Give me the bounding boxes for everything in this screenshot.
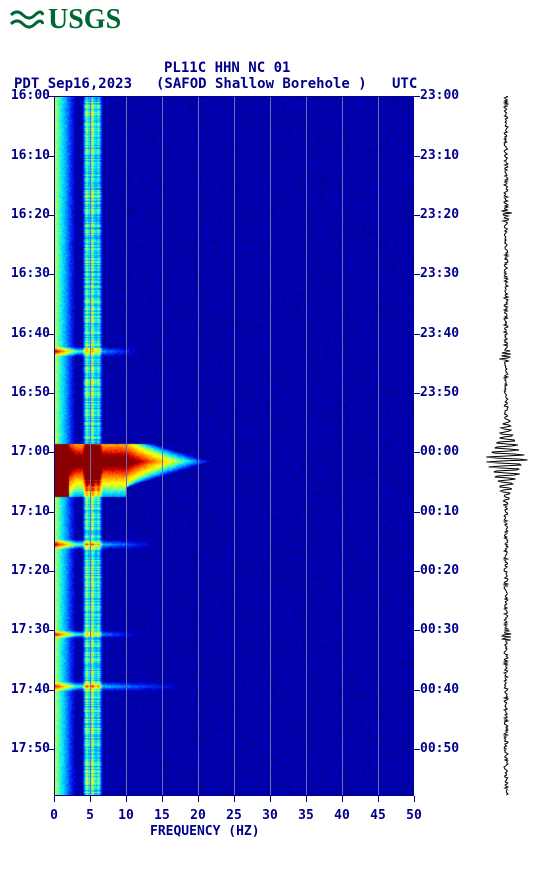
y-tick-left: 17:20 [8, 563, 50, 578]
x-tick: 35 [294, 808, 318, 823]
y-tick-left: 17:50 [8, 741, 50, 756]
usgs-wave-icon [10, 6, 44, 38]
x-tick: 40 [330, 808, 354, 823]
header-station: (SAFOD Shallow Borehole ) [156, 76, 367, 92]
y-tick-right: 00:30 [420, 622, 459, 637]
y-tick-left: 17:40 [8, 682, 50, 697]
y-tick-right: 23:20 [420, 207, 459, 222]
y-tick-left: 17:00 [8, 444, 50, 459]
plot-title: PL11C HHN NC 01 [164, 60, 290, 76]
y-tick-left: 16:00 [8, 88, 50, 103]
y-tick-right: 23:40 [420, 326, 459, 341]
x-tick: 5 [78, 808, 102, 823]
x-tick: 45 [366, 808, 390, 823]
x-axis-label: FREQUENCY (HZ) [150, 824, 260, 839]
y-tick-right: 23:10 [420, 148, 459, 163]
x-tick: 20 [186, 808, 210, 823]
spectrogram-canvas [54, 96, 414, 796]
y-tick-right: 00:50 [420, 741, 459, 756]
x-tick: 10 [114, 808, 138, 823]
y-tick-right: 00:00 [420, 444, 459, 459]
x-tick: 30 [258, 808, 282, 823]
y-tick-left: 16:40 [8, 326, 50, 341]
page-root: USGS PL11C HHN NC 01 PDT Sep16,2023 (SAF… [0, 0, 552, 892]
y-tick-right: 00:40 [420, 682, 459, 697]
y-tick-right: 00:20 [420, 563, 459, 578]
seismogram-path [486, 96, 527, 795]
usgs-logo-text: USGS [48, 4, 121, 35]
y-tick-left: 16:30 [8, 266, 50, 281]
x-tick: 15 [150, 808, 174, 823]
header-utc-label: UTC [392, 76, 417, 92]
y-tick-right: 23:30 [420, 266, 459, 281]
spectrogram-plot [54, 96, 414, 796]
y-tick-left: 17:10 [8, 504, 50, 519]
y-tick-left: 16:10 [8, 148, 50, 163]
y-tick-right: 00:10 [420, 504, 459, 519]
x-tick: 50 [402, 808, 426, 823]
x-tick: 25 [222, 808, 246, 823]
y-tick-right: 23:00 [420, 88, 459, 103]
y-tick-left: 16:50 [8, 385, 50, 400]
y-tick-right: 23:50 [420, 385, 459, 400]
usgs-logo: USGS [10, 4, 121, 38]
seismogram-trace [484, 96, 528, 796]
y-tick-left: 16:20 [8, 207, 50, 222]
x-tick: 0 [42, 808, 66, 823]
y-tick-left: 17:30 [8, 622, 50, 637]
